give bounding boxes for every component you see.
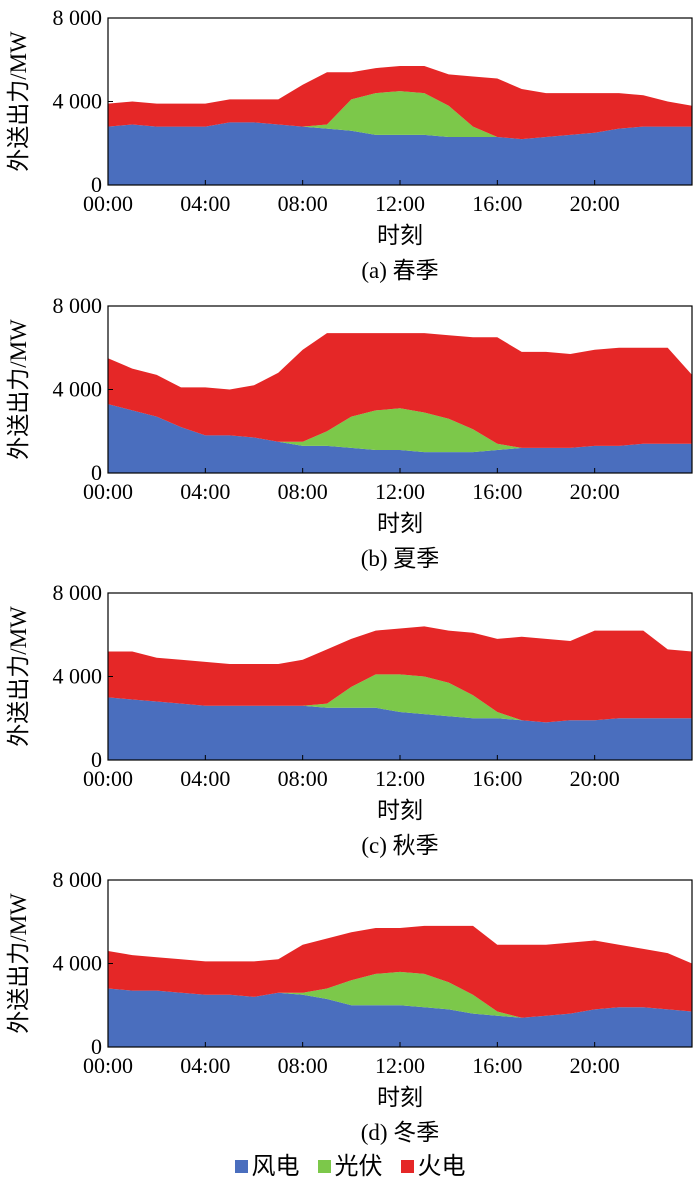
x-tick-label: 16:00 <box>472 766 522 791</box>
area-solar-panel-1 <box>108 91 692 140</box>
x-tick-label: 12:00 <box>375 766 425 791</box>
y-axis-label: 外送出力/MW <box>6 319 31 460</box>
x-tick-label: 16:00 <box>472 479 522 504</box>
x-axis-label: 时刻 <box>377 1085 423 1110</box>
y-tick-label: 4 000 <box>53 664 103 689</box>
x-tick-label: 16:00 <box>472 1053 522 1078</box>
x-tick-label: 20:00 <box>570 766 620 791</box>
chart-panel-3: 0 4 000 8 000 00:00 04:00 08:00 12:00 16:00 20:0… <box>6 580 693 858</box>
x-axis-label: 时刻 <box>377 223 423 248</box>
area-wind-panel-2 <box>108 404 692 473</box>
area-solar-panel-3 <box>108 674 692 723</box>
x-axis-label: 时刻 <box>377 798 423 823</box>
x-tick-label: 00:00 <box>83 766 133 791</box>
chart-panel-2: 0 4 000 8 000 00:00 04:00 08:00 12:00 16:00 20:0… <box>6 293 693 571</box>
chart-panel-4: 0 4 000 8 000 00:00 04:00 08:00 12:00 16:00 20:0… <box>6 867 693 1145</box>
x-tick-label: 12:00 <box>375 479 425 504</box>
area-solar-panel-2 <box>108 404 692 453</box>
x-tick-label: 08:00 <box>278 1053 328 1078</box>
x-tick-label: 12:00 <box>375 1053 425 1078</box>
area-solar-panel-4 <box>108 971 692 1018</box>
y-axis-label: 外送出力/MW <box>6 31 31 172</box>
area-thermal-panel-3 <box>108 626 692 723</box>
panel-caption: (b) 夏季 <box>361 546 440 571</box>
x-tick-label: 00:00 <box>83 1053 133 1078</box>
panel-caption: (c) 秋季 <box>361 833 438 858</box>
panel-caption: (d) 冬季 <box>361 1120 440 1145</box>
seasonal-output-charts: 0 4 000 8 000 00:00 04:00 08:00 12:00 16:00 20:0… <box>6 5 693 1145</box>
panel-caption: (a) 春季 <box>361 258 438 283</box>
y-tick-label: 0 <box>91 460 102 485</box>
legend-item-thermal: 火电 <box>400 1152 466 1182</box>
legend-label-solar: 光伏 <box>334 1154 383 1180</box>
x-tick-label: 08:00 <box>278 766 328 791</box>
legend-item-wind: 风电 <box>234 1152 300 1182</box>
chart-panel-1: 0 4 000 8 000 00:00 04:00 08:00 12:00 16:00 20:0… <box>6 5 693 283</box>
x-tick-label: 00:00 <box>83 191 133 216</box>
y-tick-label: 0 <box>91 747 102 772</box>
x-tick-label: 20:00 <box>570 479 620 504</box>
area-thermal-panel-4 <box>108 925 692 1018</box>
area-thermal-panel-1 <box>108 66 692 140</box>
legend-item-solar: 光伏 <box>317 1152 383 1182</box>
x-tick-label: 04:00 <box>180 766 230 791</box>
y-tick-label: 4 000 <box>53 951 103 976</box>
x-tick-label: 08:00 <box>278 191 328 216</box>
y-axis-label: 外送出力/MW <box>6 893 31 1034</box>
legend-swatch-thermal <box>400 1160 414 1173</box>
x-tick-label: 16:00 <box>472 191 522 216</box>
x-tick-label: 04:00 <box>180 479 230 504</box>
x-tick-label: 04:00 <box>180 1053 230 1078</box>
legend-label-wind: 风电 <box>251 1154 300 1180</box>
y-tick-label: 8 000 <box>53 867 103 892</box>
x-tick-label: 20:00 <box>570 191 620 216</box>
area-wind-panel-3 <box>108 697 692 760</box>
y-axis-label: 外送出力/MW <box>6 606 31 747</box>
legend-swatch-solar <box>317 1160 331 1173</box>
legend-label-thermal: 火电 <box>417 1154 466 1180</box>
x-tick-label: 20:00 <box>570 1053 620 1078</box>
x-tick-label: 00:00 <box>83 479 133 504</box>
legend-swatch-wind <box>234 1160 248 1173</box>
y-tick-label: 0 <box>91 172 102 197</box>
x-tick-label: 08:00 <box>278 479 328 504</box>
x-axis-label: 时刻 <box>377 511 423 536</box>
y-tick-label: 8 000 <box>53 293 103 318</box>
x-tick-label: 04:00 <box>180 191 230 216</box>
area-thermal-panel-2 <box>108 333 692 448</box>
y-tick-label: 4 000 <box>53 89 103 114</box>
y-tick-label: 4 000 <box>53 377 103 402</box>
y-tick-label: 8 000 <box>53 580 103 605</box>
area-wind-panel-4 <box>108 988 692 1047</box>
y-tick-label: 8 000 <box>53 5 103 30</box>
y-tick-label: 0 <box>91 1034 102 1059</box>
x-tick-label: 12:00 <box>375 191 425 216</box>
legend: 风电 光伏 火电 <box>0 1152 700 1182</box>
area-wind-panel-1 <box>108 122 692 185</box>
